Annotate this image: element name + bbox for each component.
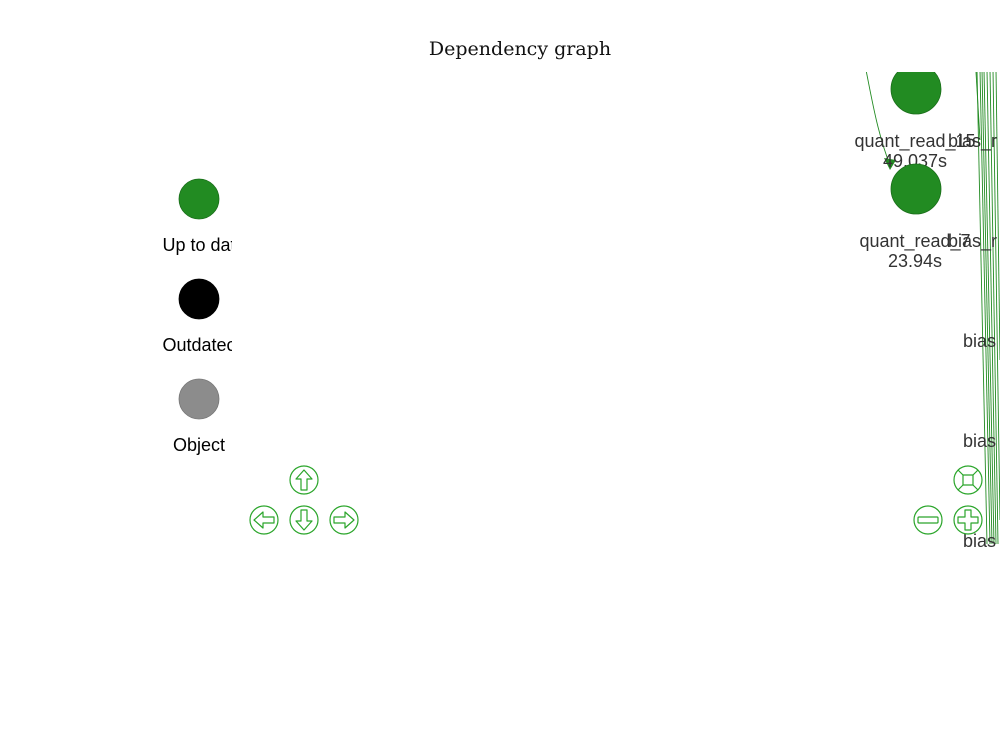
edge-arrowhead: [884, 158, 896, 170]
edge: [976, 72, 988, 545]
pan-down-icon: [295, 509, 313, 531]
legend-object-label: Object: [173, 435, 225, 455]
node-bias-label: bias: [963, 531, 996, 551]
node-quant-read-15-name: quant_read_15: [854, 131, 975, 152]
node-quant-read-15-time: 49.037s: [883, 151, 947, 171]
zoom-fit-button[interactable]: [953, 465, 983, 495]
pan-up-button[interactable]: [289, 465, 319, 495]
pan-right-icon: [333, 511, 355, 529]
edge: [995, 72, 1000, 361]
node-bias-label: bias_r: [948, 231, 997, 252]
pan-left-button[interactable]: [249, 505, 279, 535]
edge: [989, 72, 999, 545]
legend-outdated-label: Outdatec: [162, 335, 235, 355]
node-quant-read-7-time: 23.94s: [888, 251, 942, 271]
edge: [992, 72, 1000, 521]
zoom-in-icon: [957, 509, 979, 531]
pan-right-button[interactable]: [329, 505, 359, 535]
node-bias-label: bias_r: [948, 131, 997, 152]
edge: [865, 72, 891, 166]
zoom-out-icon: [917, 516, 939, 524]
node-bias-label: bias: [963, 431, 996, 451]
pan-left-icon: [253, 511, 275, 529]
edge: [986, 72, 997, 545]
pan-down-button[interactable]: [289, 505, 319, 535]
legend-up-to-date-dot: [178, 178, 220, 220]
node-quant-read-7[interactable]: [890, 163, 942, 215]
edge-group: [865, 72, 1000, 545]
legend-object-dot: [178, 378, 220, 420]
edge: [983, 72, 995, 545]
node-quant-read-15[interactable]: [890, 64, 942, 115]
legend-up-to-date-label: Up to dat: [162, 235, 235, 255]
edge: [975, 72, 981, 141]
pan-up-icon: [295, 469, 313, 491]
node-quant-read-7-name: quant_read_7: [859, 231, 970, 252]
edge: [981, 72, 993, 545]
graph-title: Dependency graph: [428, 38, 612, 60]
node-bias-label: bias: [963, 331, 996, 351]
legend-outdated-dot: [178, 278, 220, 320]
zoom-out-button[interactable]: [913, 505, 943, 535]
edge: [979, 72, 991, 545]
zoom-in-button[interactable]: [953, 505, 983, 535]
zoom-fit-icon: [957, 469, 979, 491]
